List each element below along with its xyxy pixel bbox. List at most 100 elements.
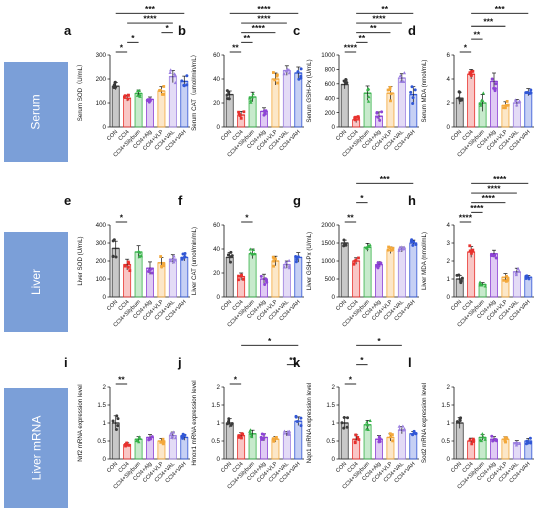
bar (180, 436, 189, 460)
data-point (458, 98, 462, 102)
x-tick-label: CON (220, 129, 233, 142)
y-tick-label: 1 (103, 420, 107, 427)
bar (225, 422, 234, 460)
data-point (354, 433, 358, 437)
data-point (173, 81, 178, 85)
y-tick-label: 0 (447, 124, 451, 131)
x-tick-label: CON (220, 299, 233, 312)
data-point (340, 421, 344, 425)
data-point (353, 440, 357, 444)
data-point (342, 415, 346, 419)
data-point (366, 99, 371, 103)
data-point (398, 73, 403, 77)
data-point (377, 264, 381, 268)
data-point (172, 257, 176, 261)
data-point (478, 438, 483, 442)
data-point (459, 416, 463, 420)
data-point (250, 252, 255, 256)
bar (282, 264, 291, 298)
bar (180, 81, 189, 128)
y-tick-label: 200 (96, 76, 107, 83)
data-point (493, 89, 497, 93)
data-point (483, 284, 487, 288)
y-tick-label: 0 (217, 456, 221, 463)
data-point (480, 432, 485, 436)
data-point (481, 435, 485, 439)
data-point (456, 420, 460, 424)
data-point (491, 439, 495, 443)
panel-letter: g (293, 193, 301, 208)
data-point (287, 258, 291, 262)
data-point (357, 116, 360, 120)
data-point (159, 88, 162, 92)
data-point (458, 418, 462, 422)
data-point (282, 265, 287, 269)
y-tick-label: 1000 (321, 258, 335, 265)
data-point (123, 94, 127, 98)
sig-label: ** (359, 33, 366, 43)
data-point (252, 252, 257, 256)
sig-label: **** (257, 4, 271, 14)
data-point (365, 423, 370, 427)
data-point (249, 433, 254, 437)
data-point (504, 103, 508, 107)
data-point (295, 257, 299, 261)
data-point (366, 244, 371, 248)
sig-label: *** (145, 4, 156, 14)
bar (409, 433, 418, 460)
data-point (517, 269, 522, 273)
data-point (354, 118, 357, 122)
data-point (411, 433, 415, 437)
data-point (114, 255, 118, 259)
data-point (411, 96, 415, 100)
bar (340, 84, 349, 128)
data-point (126, 97, 130, 101)
data-point (275, 436, 278, 439)
data-point (259, 274, 263, 278)
data-point (296, 255, 300, 259)
sig-label: * (120, 43, 124, 53)
panel-letter: b (178, 23, 186, 38)
y-tick-label: 1 (447, 420, 451, 427)
data-point (457, 273, 461, 277)
data-point (299, 74, 303, 78)
y-axis-label: Hmox1 mRNA expression level (191, 380, 198, 465)
data-point (366, 427, 370, 431)
data-point (114, 427, 118, 431)
data-point (284, 69, 289, 73)
data-point (514, 271, 518, 275)
y-tick-label: 4 (447, 76, 451, 83)
data-point (276, 81, 280, 85)
sig-label: ** (347, 213, 354, 223)
panel-letter: l (408, 355, 412, 370)
data-point (180, 257, 184, 261)
data-point (229, 423, 233, 427)
y-tick-label: 0 (332, 456, 336, 463)
data-point (248, 429, 252, 433)
data-point (514, 443, 519, 447)
data-point (493, 438, 497, 442)
data-point (479, 98, 484, 102)
y-tick-label: 1 (332, 420, 336, 427)
data-point (517, 441, 522, 445)
data-point (460, 276, 464, 280)
data-point (251, 247, 256, 252)
y-tick-label: 20 (213, 100, 220, 107)
data-point (414, 431, 418, 435)
data-point (113, 80, 117, 84)
data-point (457, 96, 461, 100)
data-point (137, 435, 142, 439)
data-point (147, 268, 151, 272)
data-point (357, 438, 361, 441)
data-point (260, 438, 264, 442)
data-point (527, 277, 531, 281)
data-point (411, 102, 415, 106)
y-tick-label: 100 (96, 276, 107, 283)
data-point (378, 440, 382, 444)
data-point (227, 417, 231, 421)
x-tick-label: CON (335, 461, 348, 474)
data-point (112, 83, 116, 87)
